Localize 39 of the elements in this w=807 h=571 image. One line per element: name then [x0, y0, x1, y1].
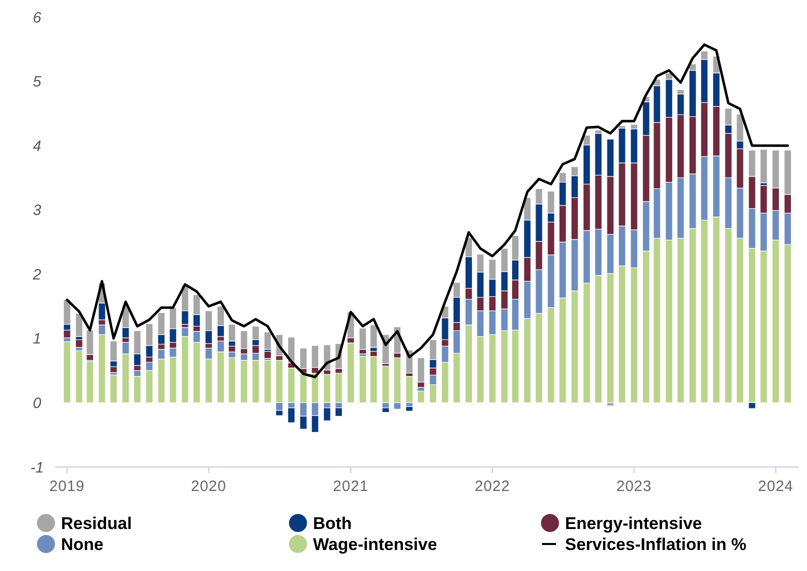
x-tick-label: 2023: [616, 478, 652, 495]
legend-label: None: [61, 534, 104, 554]
y-tick-label: 5: [32, 74, 42, 91]
bar: [264, 360, 272, 404]
bar: [417, 390, 425, 404]
bar: [370, 324, 378, 348]
x-tick-label: 2019: [49, 478, 85, 495]
bar: [382, 366, 390, 404]
line-series: [66, 43, 789, 378]
bar: [334, 372, 343, 404]
bar: [110, 374, 118, 404]
legend-label: Services-Inflation in %: [565, 534, 746, 554]
bar: [264, 332, 272, 350]
y-tick-label: 6: [32, 9, 42, 26]
y-tick-label: 1: [32, 330, 42, 348]
bar: [264, 350, 272, 359]
legend-label: Energy-intensive: [565, 514, 702, 533]
x-tick-label: 2021: [333, 478, 368, 495]
legend-label: Wage-intensive: [313, 534, 438, 554]
y-tick-label: 2: [32, 266, 42, 284]
x-tick-label: 2022: [474, 478, 510, 495]
bar: [406, 376, 414, 404]
y-tick-label: 3: [32, 202, 42, 220]
bar: [75, 350, 83, 404]
y-tick-label: 4: [32, 138, 42, 155]
bar: [323, 374, 331, 404]
x-tick-label: 2020: [191, 478, 226, 495]
y-tick-label: -1: [30, 459, 44, 476]
bar: [63, 341, 71, 404]
legend-label: Residual: [61, 514, 132, 533]
y-tick-label: 0: [32, 394, 42, 412]
bar: [75, 339, 83, 348]
bar: [358, 356, 367, 404]
bar: [75, 313, 83, 337]
bar: [760, 149, 768, 184]
legend-label: Both: [313, 514, 352, 533]
x-tick-label: 2024: [758, 478, 794, 495]
bar: [358, 328, 367, 350]
bar: [406, 406, 414, 412]
